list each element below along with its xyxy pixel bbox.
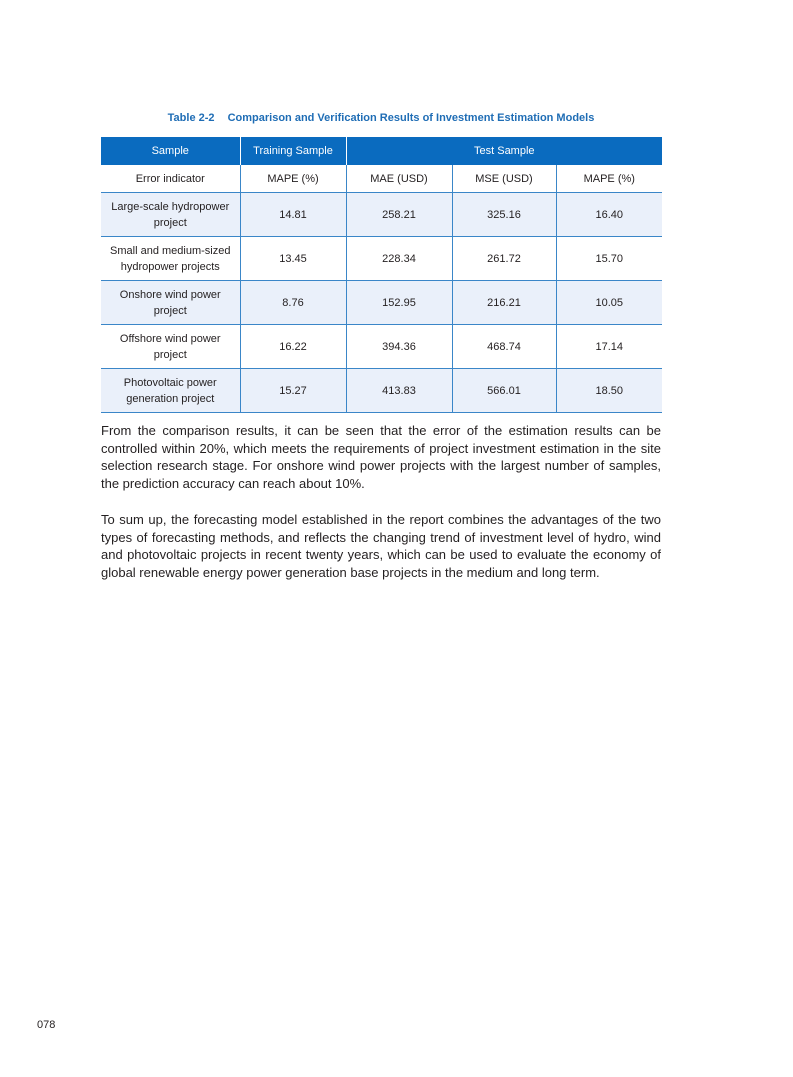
table-row: Onshore wind power project 8.76 152.95 216.… — [101, 280, 663, 325]
table-row: Small and medium-sized hydropower projec… — [101, 236, 663, 281]
subheader-cell: MAPE (%) — [239, 165, 346, 193]
header-sample: Sample — [101, 137, 241, 165]
paragraph: To sum up, the forecasting model establi… — [101, 512, 661, 580]
subheader-cell: MSE (USD) — [451, 165, 556, 193]
row-label: Offshore wind power project — [101, 324, 240, 369]
table-cell: 261.72 — [451, 236, 556, 281]
header-row: Sample Training Sample Test Sample — [101, 137, 663, 165]
table-cell: 16.22 — [239, 324, 346, 369]
table-row: Offshore wind power project 16.22 394.36 46… — [101, 324, 663, 369]
subheader-cell: MAE (USD) — [345, 165, 452, 193]
table-caption: Comparison and Verification Results of I… — [227, 112, 595, 124]
table-cell: 413.83 — [345, 368, 452, 413]
page-number: 078 — [37, 1019, 56, 1031]
row-label: Small and medium-sized hydropower projec… — [101, 236, 240, 281]
subheader-row: Error indicator MAPE (%) MAE (USD) MSE (… — [101, 165, 663, 193]
table-cell: 216.21 — [451, 280, 556, 325]
row-label: Photovoltaic power generation project — [101, 368, 240, 413]
table-cell: 13.45 — [239, 236, 346, 281]
table-cell: 16.40 — [555, 192, 663, 237]
table-row: Large-scale hydropower project 14.81 258.2… — [101, 192, 663, 237]
table-cell: 10.05 — [555, 280, 663, 325]
table-title: Table 2-2 Comparison and Verification Re… — [101, 112, 661, 124]
header-training: Training Sample — [239, 137, 347, 165]
subheader-cell: MAPE (%) — [555, 165, 663, 193]
subheader-cell: Error indicator — [101, 165, 240, 193]
table-cell: 566.01 — [451, 368, 556, 413]
table-cell: 8.76 — [239, 280, 346, 325]
table-cell: 17.14 — [555, 324, 663, 369]
table-cell: 468.74 — [451, 324, 556, 369]
header-test: Test Sample — [345, 137, 663, 165]
table-cell: 394.36 — [345, 324, 452, 369]
table-number: Table 2-2 — [167, 112, 215, 124]
results-table: Sample Training Sample Test Sample Error… — [101, 137, 663, 413]
table-cell: 14.81 — [239, 192, 346, 237]
table-cell: 15.27 — [239, 368, 346, 413]
table-cell: 228.34 — [345, 236, 452, 281]
table-cell: 15.70 — [555, 236, 663, 281]
row-label: Large-scale hydropower project — [101, 192, 240, 237]
table-cell: 258.21 — [345, 192, 452, 237]
table-cell: 152.95 — [345, 280, 452, 325]
paragraph: From the comparison results, it can be s… — [101, 423, 661, 491]
row-label: Onshore wind power project — [101, 280, 240, 325]
table-cell: 325.16 — [451, 192, 556, 237]
table-row: Photovoltaic power generation project 15.… — [101, 368, 663, 413]
table-cell: 18.50 — [555, 368, 663, 413]
